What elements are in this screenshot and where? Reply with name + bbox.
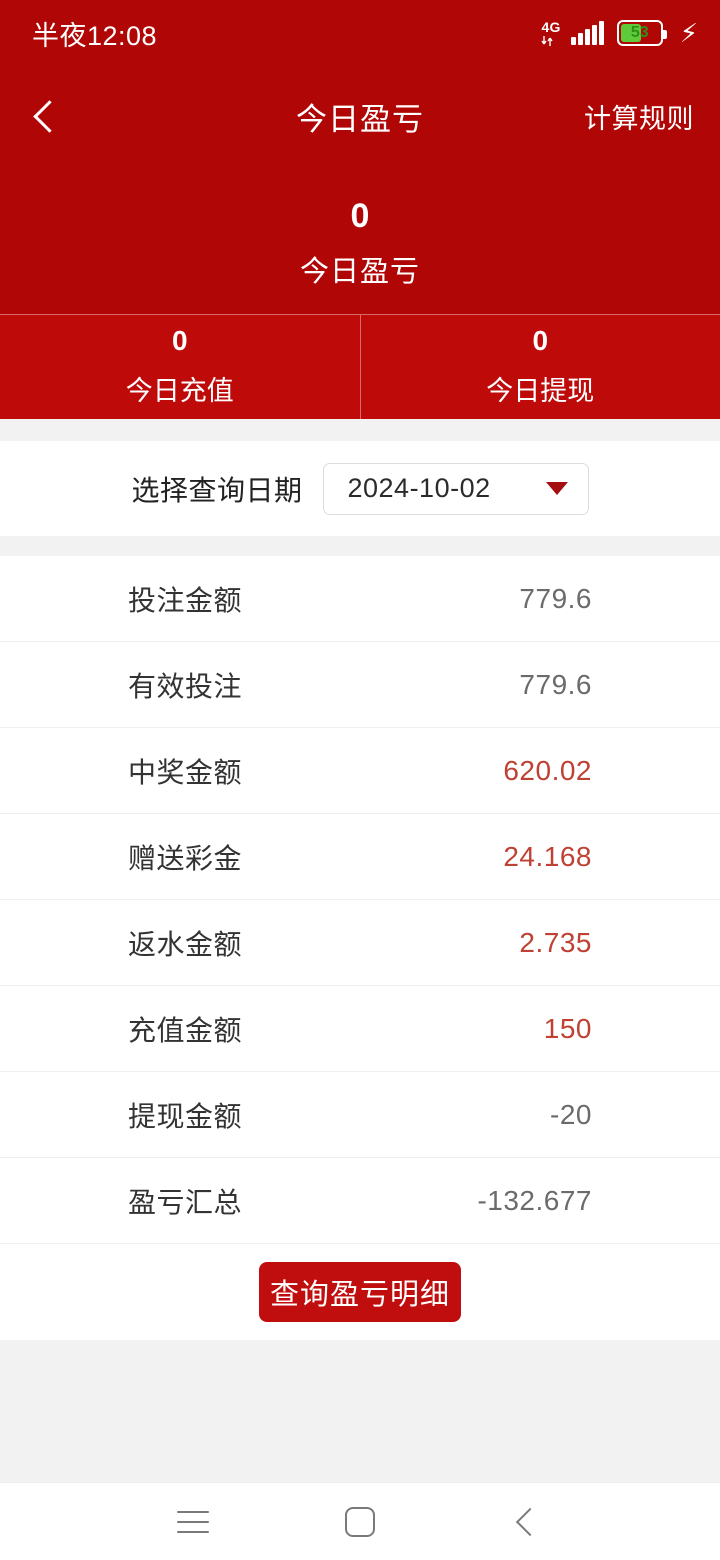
row-value: 150 xyxy=(543,1012,592,1044)
battery-fill xyxy=(620,24,641,42)
status-time: 半夜12:08 xyxy=(32,20,158,51)
table-row: 返水金额 2.735 xyxy=(0,900,720,986)
table-row: 充值金额 150 xyxy=(0,986,720,1072)
cta-container: 查询盈亏明细 xyxy=(0,1244,720,1340)
query-profit-detail-button[interactable]: 查询盈亏明细 xyxy=(259,1262,461,1322)
signal-bars-icon xyxy=(570,21,604,45)
chevron-left-icon xyxy=(32,99,66,133)
page-title: 今日盈亏 xyxy=(296,101,424,137)
network-type-label: 4G xyxy=(541,18,561,35)
date-select-value: 2024-10-02 xyxy=(347,473,491,503)
today-profit-hero: 0 今日盈亏 xyxy=(0,166,720,314)
date-filter-row: 选择查询日期 2024-10-02 xyxy=(0,441,720,536)
row-value: 620.02 xyxy=(503,754,592,786)
row-value: 779.6 xyxy=(519,668,592,700)
row-label: 有效投注 xyxy=(128,670,243,702)
nav-back-button[interactable] xyxy=(491,1492,563,1552)
menu-icon xyxy=(177,1510,210,1533)
row-value: -20 xyxy=(550,1098,592,1130)
date-select[interactable]: 2024-10-02 xyxy=(322,462,589,515)
table-row: 中奖金额 620.02 xyxy=(0,728,720,814)
back-button[interactable] xyxy=(16,86,76,146)
battery-icon: 53 xyxy=(616,20,667,46)
section-gap-top xyxy=(0,419,720,441)
row-value: 2.735 xyxy=(519,926,592,958)
stat-deposit: 0 今日充值 xyxy=(0,315,360,419)
stat-deposit-label: 今日充值 xyxy=(125,375,234,406)
profit-detail-list: 投注金额 779.6 有效投注 779.6 中奖金额 620.02 赠送彩金 2… xyxy=(0,556,720,1340)
caret-down-icon xyxy=(545,482,568,495)
battery-percent-label: 53 xyxy=(630,24,649,41)
table-row: 提现金额 -20 xyxy=(0,1072,720,1158)
data-arrows-icon xyxy=(541,35,555,47)
table-row: 有效投注 779.6 xyxy=(0,642,720,728)
today-stats-row: 0 今日充值 0 今日提现 xyxy=(0,314,720,419)
today-profit-value: 0 xyxy=(350,197,370,236)
row-label: 中奖金额 xyxy=(128,756,243,788)
row-label: 赠送彩金 xyxy=(128,842,243,874)
app-bar: 今日盈亏 计算规则 xyxy=(0,66,720,166)
date-filter-label: 选择查询日期 xyxy=(131,474,303,506)
nav-home-button[interactable] xyxy=(324,1492,396,1552)
row-label: 投注金额 xyxy=(128,584,243,616)
row-label: 提现金额 xyxy=(128,1100,243,1132)
stat-withdraw-value: 0 xyxy=(532,324,549,356)
row-label: 充值金额 xyxy=(128,1014,243,1046)
chevron-left-icon xyxy=(515,1507,544,1536)
charging-bolt-icon: ⚡ xyxy=(679,18,698,48)
stat-deposit-value: 0 xyxy=(171,324,188,356)
nav-recents-button[interactable] xyxy=(157,1492,229,1552)
table-row: 赠送彩金 24.168 xyxy=(0,814,720,900)
network-indicator: 4G xyxy=(541,20,560,47)
page-filler xyxy=(0,1340,720,1482)
stat-withdraw-label: 今日提现 xyxy=(486,375,595,406)
row-value: 24.168 xyxy=(503,840,592,872)
row-value: 779.6 xyxy=(519,582,592,614)
system-nav-bar xyxy=(0,1482,720,1560)
row-label: 返水金额 xyxy=(128,928,243,960)
home-square-icon xyxy=(344,1506,375,1537)
table-row: 投注金额 779.6 xyxy=(0,556,720,642)
status-icons: 4G 53 ⚡ xyxy=(541,20,698,47)
section-gap-mid xyxy=(0,536,720,556)
today-profit-label: 今日盈亏 xyxy=(299,255,420,288)
row-value: -132.677 xyxy=(477,1184,592,1216)
row-label: 盈亏汇总 xyxy=(128,1186,243,1218)
table-row: 盈亏汇总 -132.677 xyxy=(0,1158,720,1244)
stat-withdraw: 0 今日提现 xyxy=(359,315,720,419)
calculation-rules-link[interactable]: 计算规则 xyxy=(584,103,694,134)
status-bar: 半夜12:08 4G 53 ⚡ xyxy=(0,0,720,66)
